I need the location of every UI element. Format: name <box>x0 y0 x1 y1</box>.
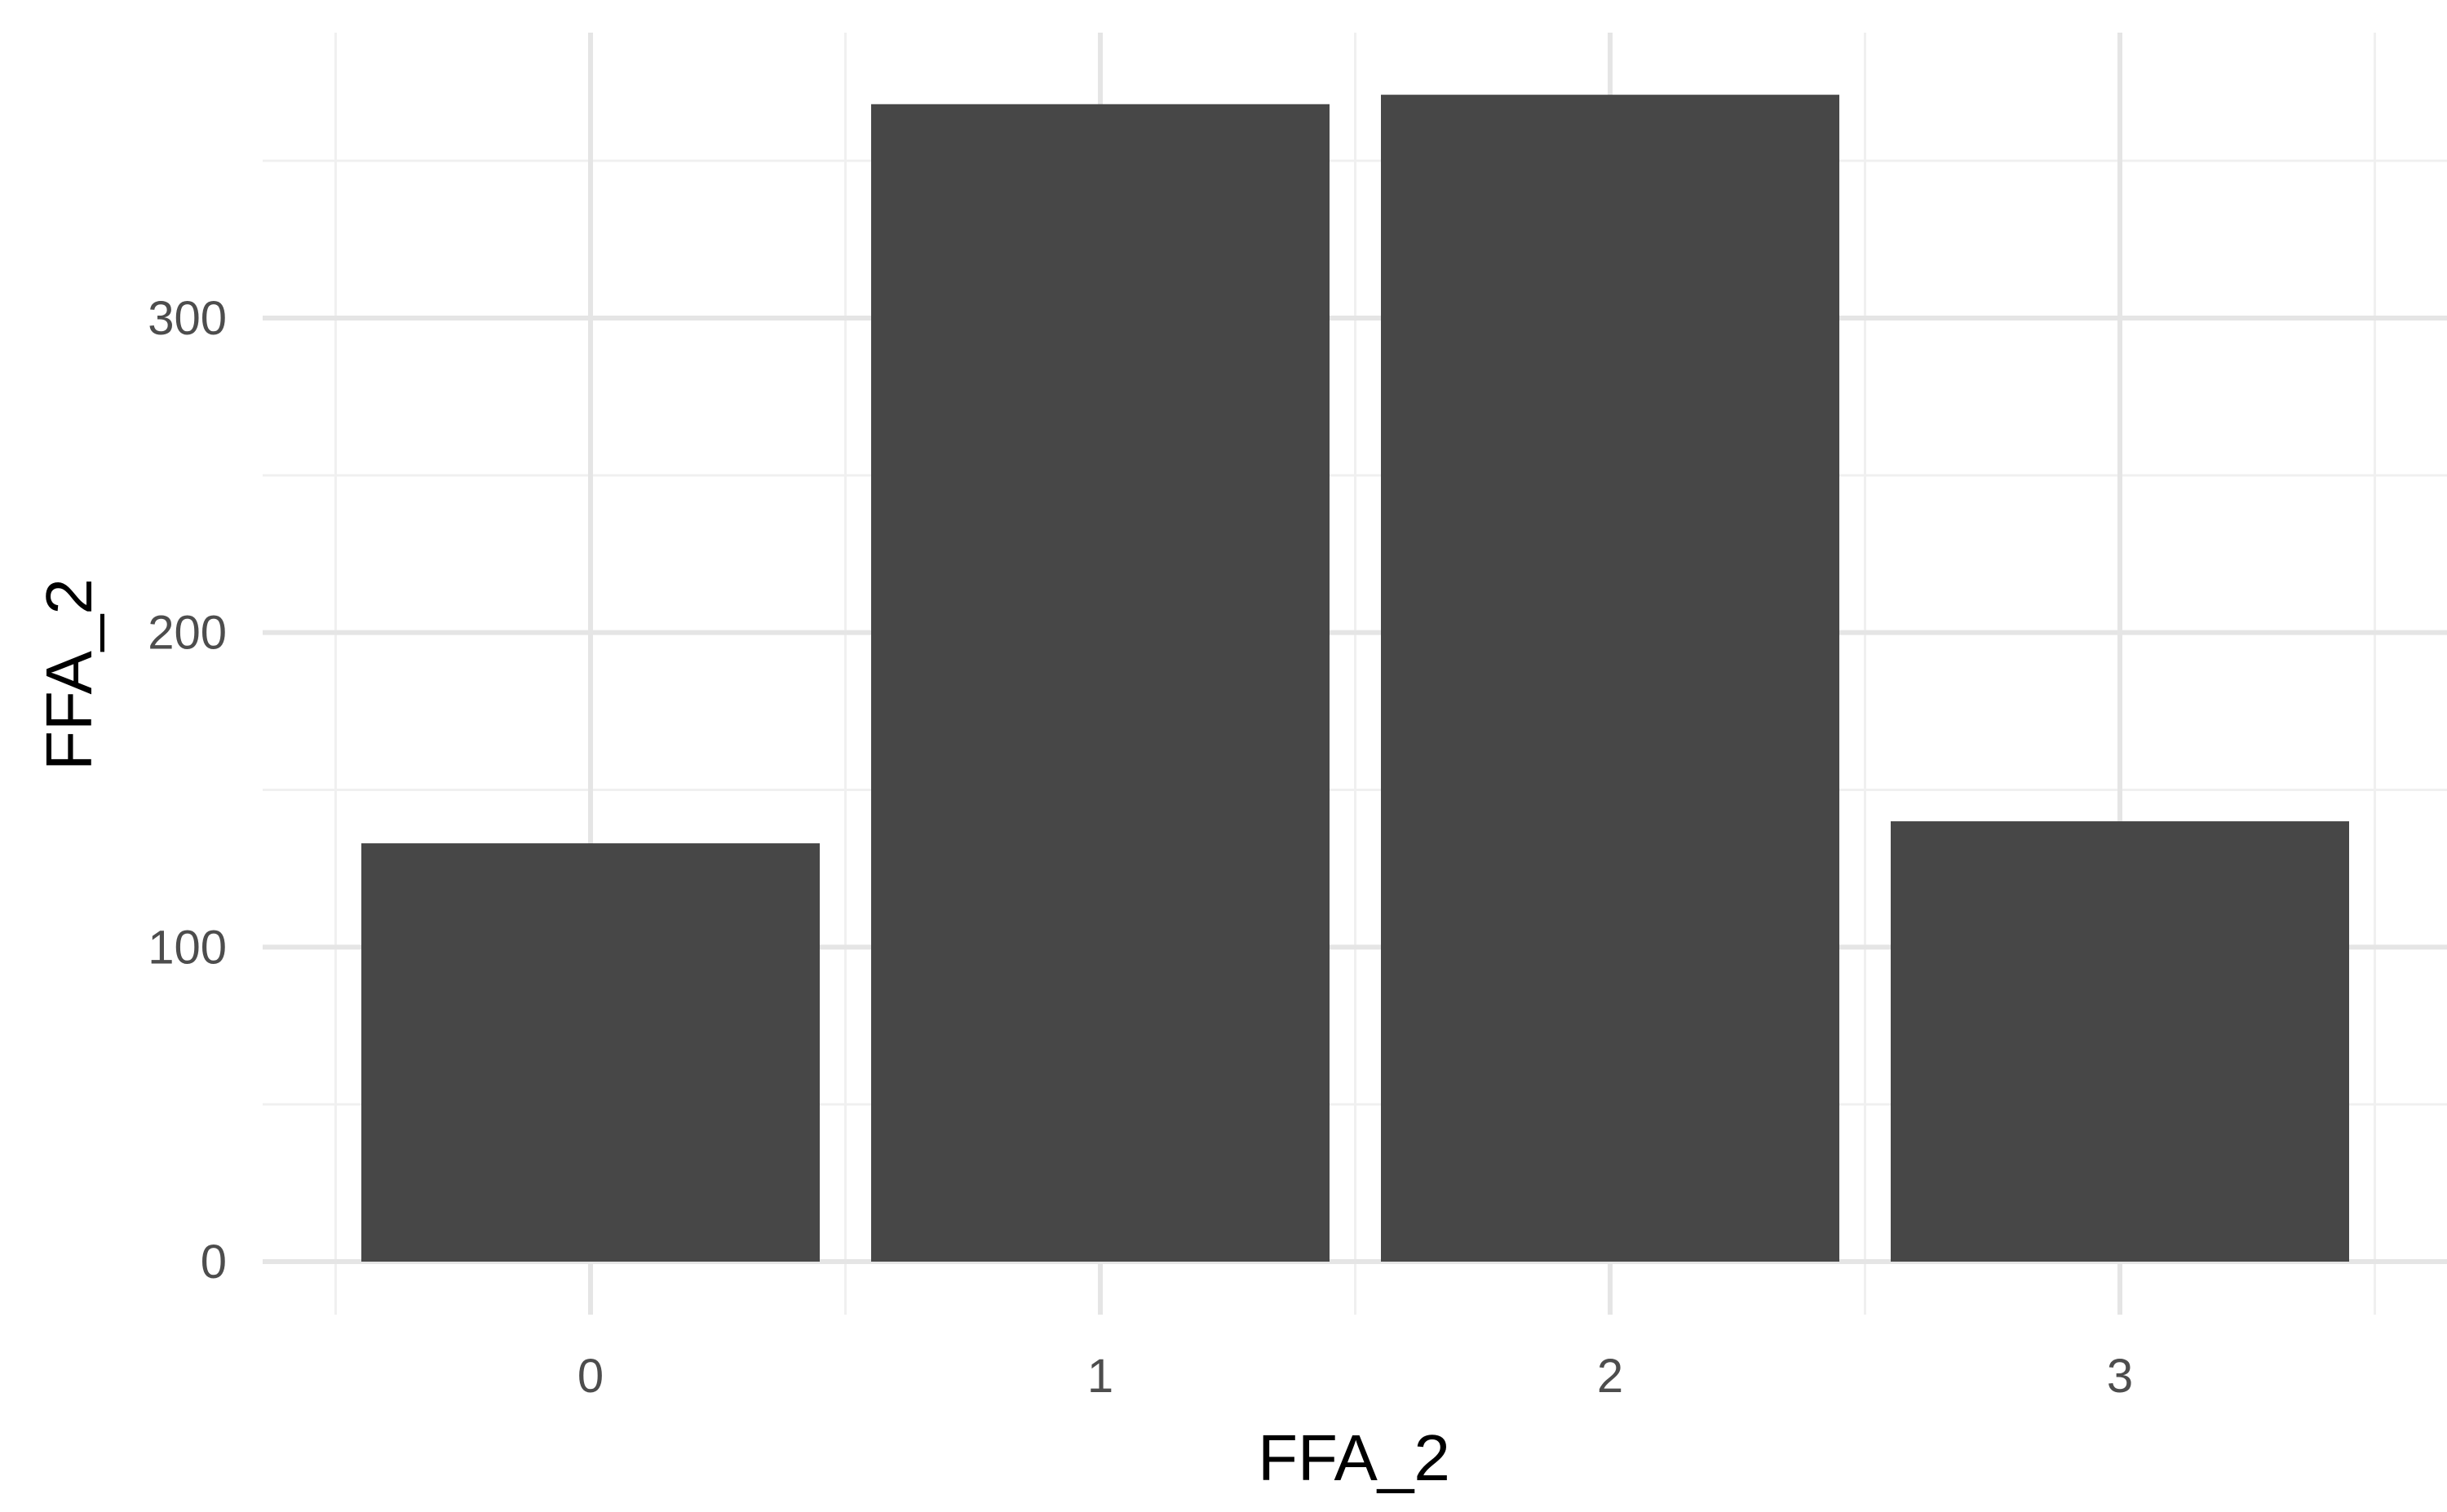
x-axis-title: FFA_2 <box>1258 1421 1450 1494</box>
x-tick-label: 2 <box>1597 1350 1623 1403</box>
x-axis-ticks: 0 1 2 3 <box>577 1350 2133 1403</box>
x-tick-label: 0 <box>577 1350 604 1403</box>
bar-2 <box>1381 95 1839 1262</box>
bar-3 <box>1891 821 2349 1262</box>
x-tick-label: 1 <box>1087 1350 1113 1403</box>
x-tick-label: 3 <box>2107 1350 2133 1403</box>
y-tick-label: 200 <box>148 607 227 660</box>
y-tick-label: 100 <box>148 921 227 974</box>
y-axis-title: FFA_2 <box>33 578 105 771</box>
y-tick-label: 300 <box>148 292 227 345</box>
bar-1 <box>871 104 1330 1262</box>
bar-0 <box>361 843 820 1262</box>
bars <box>361 95 2349 1262</box>
y-axis-ticks: 0 100 200 300 <box>148 292 227 1289</box>
y-tick-label: 0 <box>201 1236 227 1289</box>
